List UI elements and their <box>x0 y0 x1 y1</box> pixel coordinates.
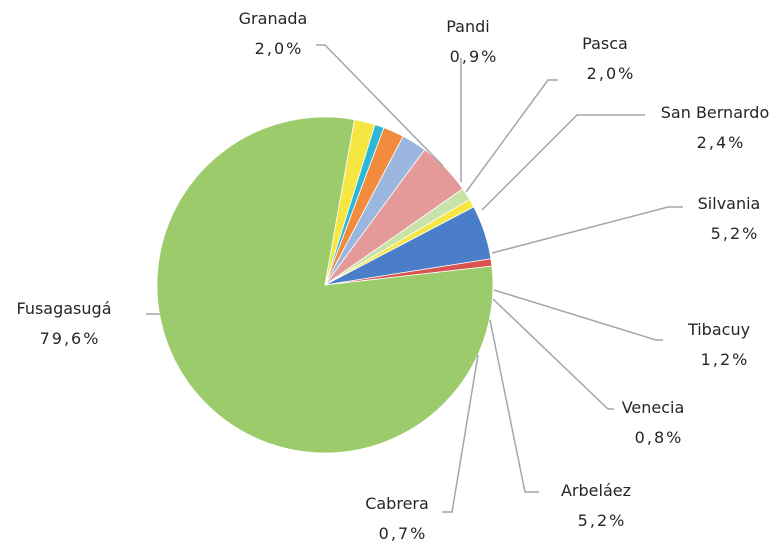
slice-value-label: 5,2% <box>578 511 627 530</box>
slice-label: Venecia <box>622 398 685 417</box>
slice-label: Tibacuy <box>687 320 750 339</box>
slice-label: San Bernardo <box>661 103 770 122</box>
leader-lines <box>146 44 683 513</box>
slice-label: Fusagasugá <box>16 299 111 318</box>
slice-value-label: 2,0% <box>255 39 304 58</box>
leader-line <box>316 44 444 167</box>
leader-line <box>442 354 479 513</box>
slice-label: Silvania <box>698 194 761 213</box>
slice-value-label: 0,8% <box>635 428 684 447</box>
leader-line <box>489 319 539 493</box>
slice-value-label: 0,7% <box>379 524 428 543</box>
pie-slices <box>156 116 494 454</box>
slice-label: Arbeláez <box>561 481 631 500</box>
slice-value-label: 5,2% <box>711 224 760 243</box>
slice-value-label: 79,6% <box>40 329 101 348</box>
slice-label: Pandi <box>446 17 489 36</box>
slice-value-label: 2,4% <box>697 133 746 152</box>
leader-line <box>492 298 614 410</box>
pie-slice-granada <box>324 119 376 286</box>
slice-label: Granada <box>239 9 308 28</box>
leader-line <box>465 79 558 193</box>
slice-value-label: 2,0% <box>587 64 636 83</box>
slice-value-label: 0,9% <box>450 47 499 66</box>
leader-line <box>481 114 645 211</box>
slice-label: Pasca <box>582 34 628 53</box>
slice-value-label: 1,2% <box>701 350 750 369</box>
leader-line <box>491 206 683 254</box>
slice-labels: Pandi 0,9% Pasca 2,0% San Bernardo 2,4% Silvan… <box>16 9 769 543</box>
slice-label: Cabrera <box>365 494 429 513</box>
leader-line <box>493 289 663 341</box>
